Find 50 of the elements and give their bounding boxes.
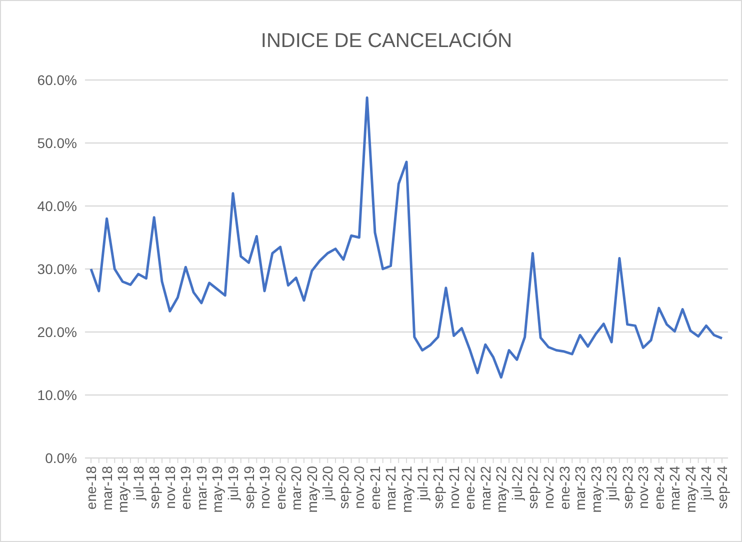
x-tick-label: jul-20 [320,466,336,502]
y-tick-label: 40.0% [37,198,77,214]
y-tick-label: 10.0% [37,386,77,403]
x-tick-label: mar-21 [382,466,399,510]
x-tick-label: nov-21 [446,466,462,509]
x-tick-label: may-23 [588,466,604,513]
x-tick-label: mar-19 [193,466,210,510]
x-tick-label: jul-21 [414,466,430,502]
y-tick-label: 0.0% [45,450,77,466]
x-tick-label: ene-18 [83,466,99,510]
x-tick-label: may-19 [209,466,226,513]
x-tick-label: jul-24 [698,466,714,502]
y-tick-label: 60.0% [37,72,77,88]
x-tick-label: may-24 [682,466,698,513]
x-tick-label: jul-18 [130,466,146,502]
x-tick-label: nov-18 [162,466,178,509]
x-tick-label: nov-20 [351,466,368,509]
x-tick-label: may-22 [493,466,510,513]
x-tick-label: sep-20 [335,466,352,509]
x-tick-label: sep-18 [146,466,162,509]
x-tick-label: jul-19 [224,466,241,502]
x-tick-label: mar-23 [572,466,588,510]
chart-title: INDICE DE CANCELACIÓN [260,29,512,52]
x-tick-label: nov-23 [635,466,652,509]
x-tick-label: sep-21 [430,466,446,509]
y-tick-label: 50.0% [37,134,77,151]
y-tick-label: 30.0% [37,260,77,277]
x-tick-label: ene-22 [462,466,478,510]
x-tick-label: nov-19 [256,466,273,509]
x-tick-label: sep-24 [714,466,730,509]
x-tick-label: may-18 [114,466,131,513]
x-tick-label: mar-22 [477,466,494,510]
x-tick-label: ene-21 [366,466,383,510]
x-tick-label: sep-23 [619,466,636,509]
y-tick-label: 20.0% [37,324,77,340]
x-tick-label: jul-22 [508,466,525,502]
x-tick-label: ene-19 [178,466,194,510]
x-tick-label: jul-23 [604,466,620,502]
x-tick-label: mar-24 [666,466,683,510]
x-tick-label: may-21 [398,466,414,513]
x-tick-label: mar-18 [98,466,115,510]
x-tick-label: sep-22 [524,466,541,509]
x-tick-label: ene-23 [556,466,572,510]
x-tick-label: ene-20 [272,466,288,510]
line-series [90,96,724,379]
x-tick-label: mar-20 [288,466,304,510]
x-tick-label: nov-22 [540,466,556,509]
x-tick-label: ene-24 [650,466,667,510]
x-tick-label: may-20 [304,466,320,513]
x-tick-label: sep-19 [240,466,257,509]
